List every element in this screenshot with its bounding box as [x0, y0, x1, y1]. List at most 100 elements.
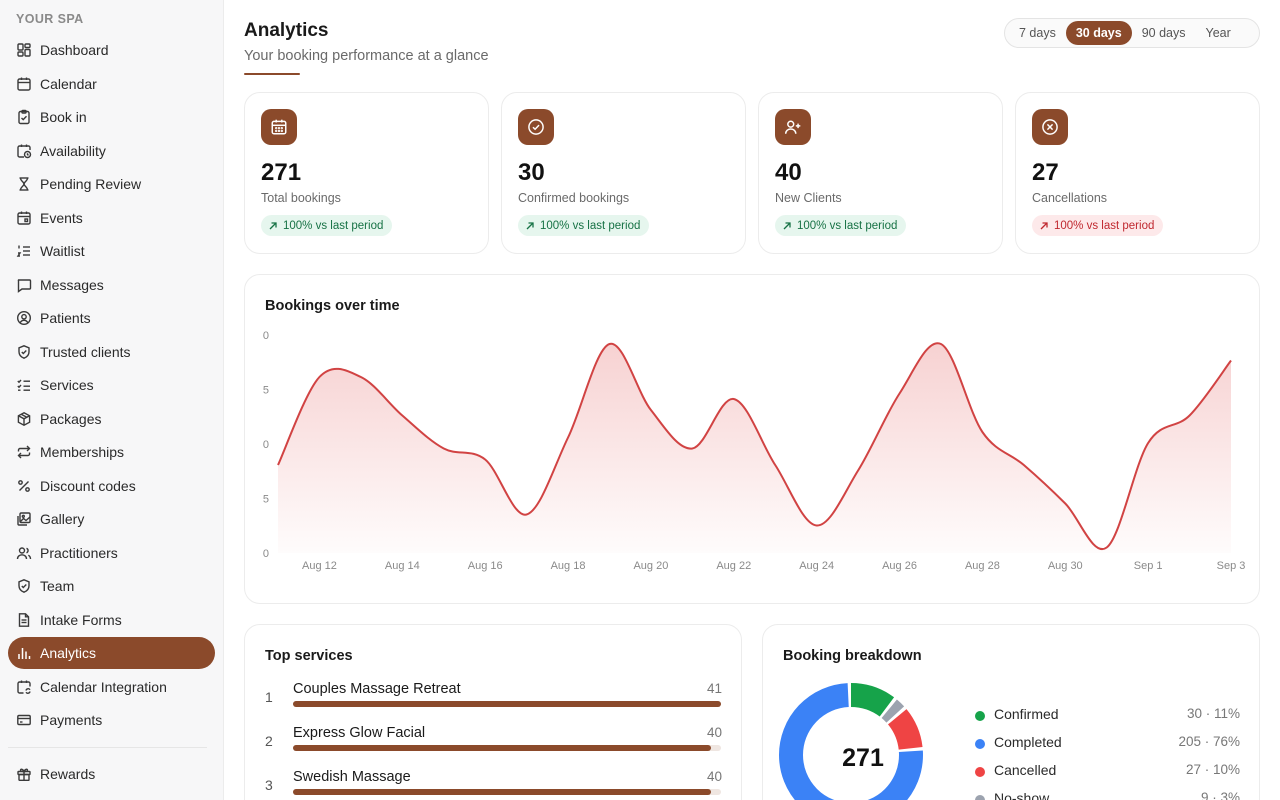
- bookings-line-chart: 0 5 0 5 0 Aug 12 Aug 14 Aug 16 Aug 18 Aug 20 Aug 2…: [263, 330, 1246, 572]
- gallery-icon: [16, 511, 32, 527]
- service-count: 40: [706, 769, 722, 784]
- legend-row-no-show: No-show 9 · 3%: [975, 790, 1240, 800]
- sidebar-item-services[interactable]: Services: [8, 369, 215, 401]
- sidebar-item-team[interactable]: Team: [8, 570, 215, 602]
- chart-point[interactable]: [562, 432, 574, 444]
- range-option-7-days[interactable]: 7 days: [1019, 26, 1056, 40]
- chart-point[interactable]: [1059, 498, 1071, 510]
- chart-point[interactable]: [396, 410, 408, 422]
- sidebar-item-discount-codes[interactable]: Discount codes: [8, 470, 215, 502]
- kpi-card-new-clients: 40 New Clients 100% vs last period: [758, 92, 1003, 254]
- sidebar-item-events[interactable]: Events: [8, 202, 215, 234]
- shield-check-icon: [16, 344, 32, 360]
- x-tick-label: Aug 30: [1048, 560, 1083, 572]
- calendar-clock-icon: [16, 143, 32, 159]
- sidebar-item-label: Calendar: [40, 75, 97, 92]
- sidebar-item-rewards[interactable]: Rewards: [8, 758, 215, 790]
- chart-point[interactable]: [811, 520, 823, 532]
- sidebar-item-patients[interactable]: Patients: [8, 302, 215, 334]
- sidebar-item-label: Waitlist: [40, 243, 85, 259]
- kpi-change-badge: 100% vs last period: [261, 215, 393, 236]
- breakdown-title: Booking breakdown: [783, 648, 922, 664]
- sidebar-item-waitlist[interactable]: Waitlist: [8, 235, 215, 267]
- sidebar-item-memberships[interactable]: Memberships: [8, 436, 215, 468]
- chart-point[interactable]: [769, 459, 781, 471]
- chart-point[interactable]: [438, 443, 450, 455]
- sidebar-divider: [8, 747, 207, 748]
- chart-point[interactable]: [976, 426, 988, 438]
- sidebar-item-label: Book in: [40, 109, 87, 125]
- calendar-sync-icon: [16, 679, 32, 695]
- sidebar-item-trusted-clients[interactable]: Trusted clients: [8, 336, 215, 368]
- y-tick-label: 5: [263, 385, 269, 397]
- sidebar-item-availability[interactable]: Availability: [8, 135, 215, 167]
- donut-slice-completed[interactable]: [779, 683, 923, 800]
- y-tick-label: 5: [263, 494, 269, 506]
- kpi-change-badge: 100% vs last period: [775, 215, 907, 236]
- chart-point[interactable]: [355, 371, 367, 383]
- chart-point[interactable]: [894, 388, 906, 400]
- y-tick-label: 0: [263, 439, 269, 451]
- chart-point[interactable]: [935, 338, 947, 350]
- chart-point[interactable]: [1018, 459, 1030, 471]
- sidebar-item-practitioners[interactable]: Practitioners: [8, 537, 215, 569]
- calendar-icon: [16, 76, 32, 92]
- sidebar-item-calendar-integration[interactable]: Calendar Integration: [8, 671, 215, 703]
- sidebar-item-analytics[interactable]: Analytics: [8, 637, 215, 669]
- chart-point[interactable]: [1101, 542, 1113, 554]
- service-row[interactable]: 2 Express Glow Facial 40: [265, 725, 722, 765]
- chart-point[interactable]: [686, 443, 698, 455]
- sidebar-item-packages[interactable]: Packages: [8, 403, 215, 435]
- percent-icon: [16, 478, 32, 494]
- arrow-up-right-icon: [1039, 221, 1049, 231]
- chart-point[interactable]: [1142, 437, 1154, 449]
- sidebar-item-messages[interactable]: Messages: [8, 269, 215, 301]
- legend-value: 27 · 10%: [1185, 762, 1240, 777]
- range-option-year[interactable]: Year: [1205, 26, 1231, 40]
- chart-point[interactable]: [645, 404, 657, 416]
- calendar-event-icon: [16, 210, 32, 226]
- sidebar-item-intake-forms[interactable]: Intake Forms: [8, 604, 215, 636]
- service-count: 41: [706, 681, 722, 696]
- kpi-change-text: 100% vs last period: [540, 219, 641, 232]
- service-name: Couples Massage Retreat: [293, 681, 461, 697]
- chart-point[interactable]: [603, 338, 615, 350]
- user-circle-icon: [16, 310, 32, 326]
- range-option-90-days[interactable]: 90 days: [1141, 26, 1186, 40]
- sidebar-item-label: Gallery: [40, 511, 85, 527]
- chart-point[interactable]: [313, 371, 325, 383]
- legend-value: 9 · 3%: [1200, 790, 1240, 800]
- users-icon: [16, 545, 32, 561]
- service-bar-track: [293, 745, 721, 751]
- arrow-up-right-icon: [525, 221, 535, 231]
- sidebar-item-pending-review[interactable]: Pending Review: [8, 168, 215, 200]
- sidebar-item-label: Patients: [40, 310, 91, 326]
- chart-point[interactable]: [852, 465, 864, 477]
- chart-point[interactable]: [1225, 355, 1237, 367]
- sidebar-item-gallery[interactable]: Gallery: [8, 503, 215, 535]
- sidebar-item-label: Calendar Integration: [40, 678, 167, 695]
- sidebar-item-dashboard[interactable]: Dashboard: [8, 34, 215, 66]
- kpi-label: Total bookings: [261, 191, 341, 205]
- x-tick-label: Aug 28: [965, 560, 1000, 572]
- sidebar-item-payments[interactable]: Payments: [8, 704, 215, 736]
- service-count: 40: [706, 725, 722, 740]
- chart-title: Bookings over time: [265, 298, 400, 314]
- sidebar-item-calendar[interactable]: Calendar: [8, 68, 215, 100]
- range-option-30-days[interactable]: 30 days: [1065, 21, 1132, 45]
- service-row[interactable]: 3 Swedish Massage 40: [265, 769, 722, 800]
- bar-chart-icon: [16, 645, 32, 661]
- legend-row-cancelled: Cancelled 27 · 10%: [975, 762, 1240, 782]
- chart-point[interactable]: [521, 509, 533, 521]
- sidebar-item-label: Pending Review: [40, 176, 142, 192]
- service-row[interactable]: 1 Couples Massage Retreat 41: [265, 681, 722, 721]
- donut-slice-confirmed[interactable]: [779, 683, 923, 800]
- gift-icon: [16, 766, 32, 782]
- chart-point[interactable]: [479, 454, 491, 466]
- legend-name: No-show: [994, 790, 1050, 800]
- chart-point[interactable]: [1184, 410, 1196, 422]
- chart-point[interactable]: [272, 459, 284, 471]
- chart-point[interactable]: [728, 393, 740, 405]
- package-icon: [16, 411, 32, 427]
- sidebar-item-book-in[interactable]: Book in: [8, 101, 215, 133]
